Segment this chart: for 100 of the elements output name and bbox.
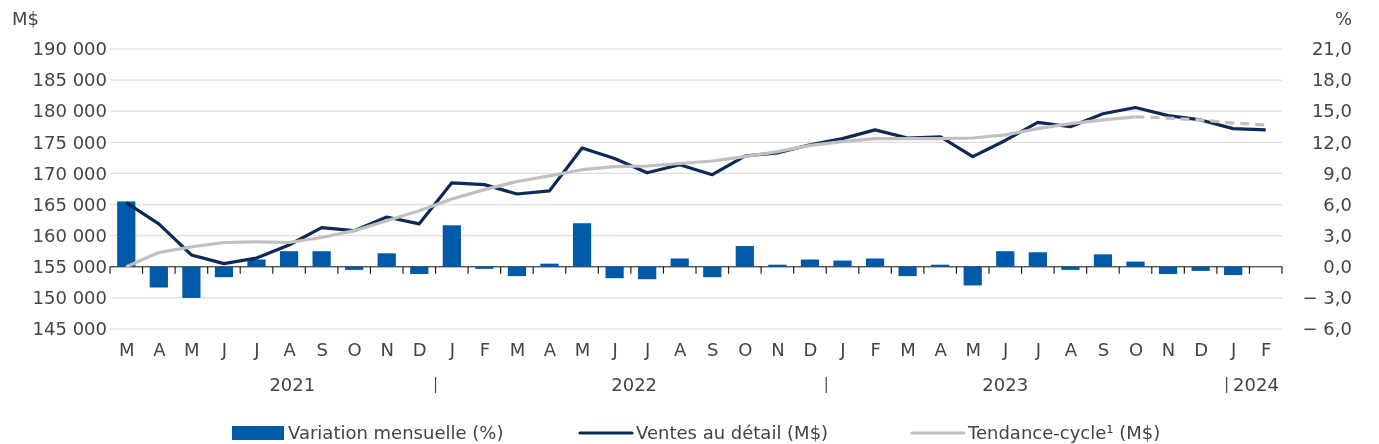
- y2-tick-label: 0,0: [1323, 256, 1352, 278]
- x-tick-label: J: [1230, 339, 1237, 361]
- x-tick-label: J: [1034, 339, 1041, 361]
- bar: [735, 246, 754, 267]
- y-tick-label: 155 000: [32, 256, 107, 278]
- y2-tick-label: 18,0: [1311, 69, 1352, 91]
- x-tick-label: D: [412, 339, 427, 361]
- bar: [865, 258, 885, 267]
- y2-tick-label: 6,0: [1323, 193, 1352, 215]
- x-tick-label: M: [900, 339, 916, 361]
- x-tick-label: N: [771, 339, 785, 361]
- x-tick-label: M: [574, 339, 591, 361]
- bar: [214, 266, 234, 278]
- x-tick-label: J: [644, 339, 651, 361]
- x-tick-label: F: [870, 339, 881, 361]
- y2-tick-label: 9,0: [1323, 162, 1352, 184]
- bar: [117, 201, 136, 267]
- y-tick-label: 175 000: [32, 131, 107, 153]
- bar: [1224, 266, 1243, 276]
- x-tick-label: A: [1064, 339, 1078, 361]
- text: 2023: [982, 374, 1029, 395]
- x-tick-label: F: [479, 339, 491, 361]
- x-tick-label: A: [543, 339, 557, 361]
- x-tick-label: A: [674, 339, 688, 361]
- y-axis-title: M$: [12, 8, 39, 29]
- y2-axis-title: %: [1334, 8, 1352, 29]
- x-tick-label: S: [316, 339, 328, 361]
- bar: [377, 253, 396, 267]
- bar: [312, 251, 331, 267]
- text: 2022: [611, 374, 658, 395]
- x-tick-label: D: [803, 339, 818, 361]
- bar: [898, 266, 917, 277]
- x-tick-label: J: [839, 339, 846, 361]
- bar: [833, 260, 852, 267]
- x-tick-label: D: [1194, 339, 1209, 361]
- text: 2024: [1233, 374, 1279, 395]
- x-tick-label: J: [253, 339, 260, 361]
- bar: [768, 264, 787, 267]
- x-tick-label: M: [119, 339, 135, 361]
- y-tick-label: 165 000: [32, 193, 107, 215]
- bar: [410, 266, 429, 275]
- bar: [572, 223, 592, 267]
- bar: [800, 259, 820, 267]
- x-tick-label: F: [1261, 339, 1272, 361]
- x-tick-label: N: [1161, 339, 1176, 361]
- x-tick-label: J: [611, 339, 618, 361]
- bar: [1126, 261, 1145, 267]
- y2-tick-label: − 6,0: [1302, 318, 1352, 340]
- bar: [247, 259, 266, 267]
- bar: [996, 251, 1015, 267]
- bar: [638, 266, 657, 280]
- y2-tick-label: 21,0: [1311, 38, 1352, 60]
- x-tick-label: S: [1097, 339, 1110, 361]
- x-tick-label: J: [1002, 339, 1009, 361]
- bar: [703, 266, 722, 278]
- bar: [475, 266, 494, 269]
- bar: [1158, 266, 1178, 275]
- y-tick-label: 160 000: [32, 224, 107, 246]
- x-tick-label: O: [1128, 339, 1144, 361]
- x-tick-label: M: [184, 339, 200, 361]
- x-tick-label: N: [380, 339, 394, 361]
- bar: [182, 266, 201, 298]
- x-tick-label: A: [283, 339, 297, 361]
- y-tick-label: 150 000: [32, 287, 107, 309]
- x-tick-label: M: [965, 339, 981, 361]
- legend-label: Variation mensuelle (%): [288, 422, 504, 443]
- bar: [1191, 266, 1210, 271]
- y-tick-label: 190 000: [32, 38, 107, 60]
- x-tick-label: A: [934, 339, 948, 361]
- bar: [149, 266, 168, 288]
- x-tick-label: O: [738, 339, 753, 361]
- bar: [931, 264, 950, 267]
- bar: [670, 258, 689, 267]
- y-tick-label: 180 000: [32, 100, 107, 122]
- x-tick-label: J: [220, 339, 228, 361]
- bar: [1028, 252, 1047, 267]
- x-tick-label: A: [153, 339, 167, 361]
- bar: [540, 263, 559, 267]
- legend-label: Ventes au détail (M$): [636, 422, 829, 443]
- x-tick-label: S: [707, 339, 719, 361]
- bar: [345, 266, 364, 270]
- bar: [1061, 266, 1080, 270]
- y-tick-label: 170 000: [32, 162, 107, 184]
- y-tick-label: 145 000: [32, 318, 107, 340]
- y2-tick-label: 12,0: [1311, 131, 1352, 153]
- bar: [963, 266, 982, 286]
- bar: [1093, 254, 1113, 267]
- bar: [442, 225, 461, 267]
- y2-tick-label: 3,0: [1323, 224, 1352, 246]
- text: 2021: [269, 374, 316, 395]
- bar: [279, 251, 299, 267]
- y-tick-label: 185 000: [32, 69, 107, 91]
- x-tick-label: M: [509, 339, 526, 361]
- y2-tick-label: − 3,0: [1302, 287, 1352, 309]
- legend-label: Tendance-cycle¹ (M$): [967, 422, 1161, 443]
- bar: [507, 266, 527, 277]
- bar: [605, 266, 624, 279]
- x-tick-label: O: [347, 339, 362, 361]
- y2-tick-label: 15,0: [1311, 100, 1352, 122]
- x-tick-label: J: [448, 339, 455, 361]
